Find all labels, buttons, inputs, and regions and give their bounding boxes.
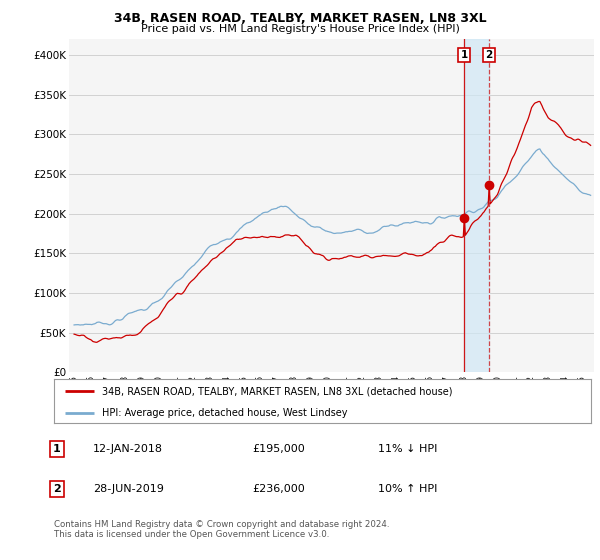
Bar xyxy=(464,39,489,372)
Text: 2: 2 xyxy=(485,50,493,60)
Text: £236,000: £236,000 xyxy=(252,484,305,494)
Text: 28-JUN-2019: 28-JUN-2019 xyxy=(93,484,164,494)
Text: Price paid vs. HM Land Registry's House Price Index (HPI): Price paid vs. HM Land Registry's House … xyxy=(140,24,460,34)
Text: 2: 2 xyxy=(53,484,61,494)
Text: 1: 1 xyxy=(461,50,468,60)
Text: Contains HM Land Registry data © Crown copyright and database right 2024.
This d: Contains HM Land Registry data © Crown c… xyxy=(54,520,389,539)
Text: 34B, RASEN ROAD, TEALBY, MARKET RASEN, LN8 3XL: 34B, RASEN ROAD, TEALBY, MARKET RASEN, L… xyxy=(113,12,487,25)
Text: HPI: Average price, detached house, West Lindsey: HPI: Average price, detached house, West… xyxy=(103,408,348,418)
Text: 1: 1 xyxy=(53,444,61,454)
Text: 10% ↑ HPI: 10% ↑ HPI xyxy=(378,484,437,494)
Text: 11% ↓ HPI: 11% ↓ HPI xyxy=(378,444,437,454)
Text: 34B, RASEN ROAD, TEALBY, MARKET RASEN, LN8 3XL (detached house): 34B, RASEN ROAD, TEALBY, MARKET RASEN, L… xyxy=(103,386,453,396)
Text: £195,000: £195,000 xyxy=(252,444,305,454)
Text: 12-JAN-2018: 12-JAN-2018 xyxy=(93,444,163,454)
